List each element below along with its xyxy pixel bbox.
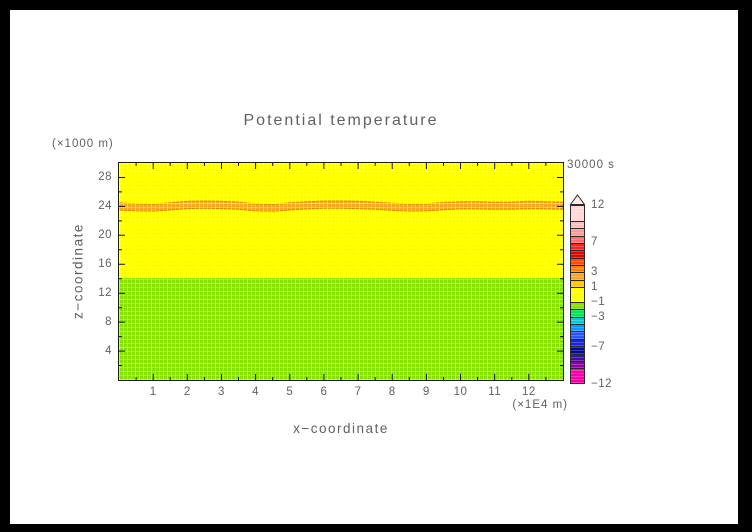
field-layers [119, 163, 563, 380]
x-tick-label: 2 [183, 386, 191, 398]
colorbar-segment [571, 368, 584, 383]
colorbar-tick-label: −12 [591, 378, 613, 390]
inversion-band-layer [119, 200, 563, 213]
x-tick-label: 5 [286, 386, 294, 398]
colorbar-tick-label: −7 [591, 340, 606, 353]
colorbar-segment [571, 228, 584, 236]
x-tick-label: 10 [453, 386, 468, 398]
colorbar-segment [571, 360, 584, 369]
tick-marks [119, 163, 563, 380]
region-upper-layer [119, 163, 563, 278]
axis-ticks [119, 163, 563, 380]
y-axis-title: z−coordinate [70, 223, 86, 319]
x-tick-label: 8 [388, 386, 396, 398]
time-stamp-label: 30000 s [567, 159, 615, 171]
x-tick-label: 1 [149, 386, 157, 398]
x-tick-label: 9 [422, 386, 430, 398]
colorbar-tick-label: −3 [591, 310, 606, 323]
colorbar-overflow-cap [570, 194, 585, 205]
colorbar-segment [571, 250, 584, 258]
x-tick-label: 3 [218, 386, 225, 398]
y-tick-label: 12 [98, 287, 112, 300]
x-axis-title: x−coordinate [293, 421, 389, 436]
x-tick-label: 12 [521, 386, 536, 398]
x-tick-label: 7 [354, 386, 362, 398]
colorbar-segment [571, 346, 584, 354]
plot-title: Potential temperature [243, 112, 439, 129]
colorbar-segment [571, 272, 584, 280]
x-axis-unit-label: (×1E4 m) [512, 399, 568, 411]
colorbar-tick-label: −1 [591, 295, 606, 308]
colorbar-tick-label: 1 [591, 281, 598, 294]
colorbar-segment [571, 324, 584, 332]
x-tick-label: 11 [488, 386, 502, 398]
y-tick-label: 4 [105, 345, 112, 358]
y-tick-label: 28 [98, 171, 112, 184]
colorbar-segment [571, 287, 584, 302]
heatmap-plot-area [118, 162, 564, 381]
colorbar-segment [571, 257, 584, 265]
colorbar-segment [571, 265, 584, 273]
colorbar-segment [571, 301, 584, 310]
colorbar-tick-label: 7 [591, 236, 598, 249]
colorbar-segment [571, 353, 584, 361]
y-tick-label: 20 [98, 229, 112, 242]
colorbar-tick-label: 12 [591, 199, 605, 211]
colorbar-segment [571, 242, 584, 251]
colorbar-segment [571, 220, 584, 229]
y-axis-unit-label: (×1000 m) [52, 138, 114, 150]
y-tick-label: 16 [98, 258, 112, 271]
region-lower-layer [119, 278, 563, 380]
y-tick-label: 8 [105, 316, 112, 329]
colorbar-segment [571, 309, 584, 317]
colorbar-segment [571, 206, 584, 221]
colorbar-segment [571, 235, 584, 243]
colorbar [570, 205, 585, 384]
y-tick-label: 24 [98, 200, 112, 213]
grid-mesh-overlay [119, 163, 563, 380]
x-tick-label: 4 [252, 386, 260, 398]
colorbar-segment [571, 338, 584, 347]
colorbar-tick-label: 3 [591, 266, 598, 279]
colorbar-segment [571, 279, 584, 288]
x-tick-label: 6 [320, 386, 328, 398]
inversion-band [119, 200, 563, 213]
colorbar-segment [571, 316, 584, 324]
colorbar-segment [571, 331, 584, 339]
